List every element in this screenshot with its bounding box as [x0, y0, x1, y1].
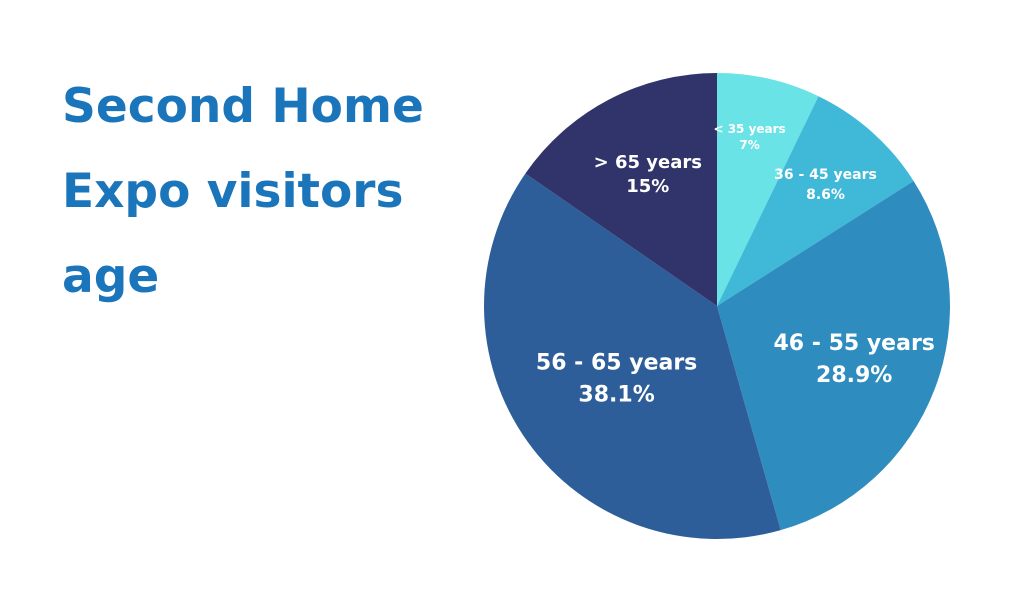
slice-value-4: 15%	[626, 176, 669, 197]
slice-label-2: 46 - 55 years	[774, 331, 935, 356]
pie-slice-0	[717, 73, 819, 306]
slice-value-3: 38.1%	[578, 383, 654, 408]
chart-title: Second Home Expo visitors age	[62, 64, 462, 319]
chart-title-line-1: Second Home	[62, 79, 424, 134]
chart-title-line-2: Expo visitors	[62, 164, 404, 219]
pie-slice-2	[717, 180, 951, 531]
pie-slices	[484, 73, 951, 539]
pie-labels: < 35 years 7% 36 - 45 years 8.6% 46 - 55 yea…	[536, 122, 935, 408]
slice-label-0: < 35 years	[713, 122, 785, 136]
pie-slice-1	[717, 96, 914, 306]
slice-value-2: 28.9%	[816, 363, 892, 388]
pie-slice-4	[525, 73, 717, 306]
slice-label-4: > 65 years	[594, 152, 702, 173]
slice-value-0: 7%	[739, 138, 759, 152]
slice-label-1: 36 - 45 years	[774, 167, 877, 183]
pie-slice-3	[484, 173, 781, 539]
slice-value-1: 8.6%	[806, 187, 845, 203]
slice-label-3: 56 - 65 years	[536, 351, 697, 376]
chart-title-line-3: age	[62, 249, 160, 304]
